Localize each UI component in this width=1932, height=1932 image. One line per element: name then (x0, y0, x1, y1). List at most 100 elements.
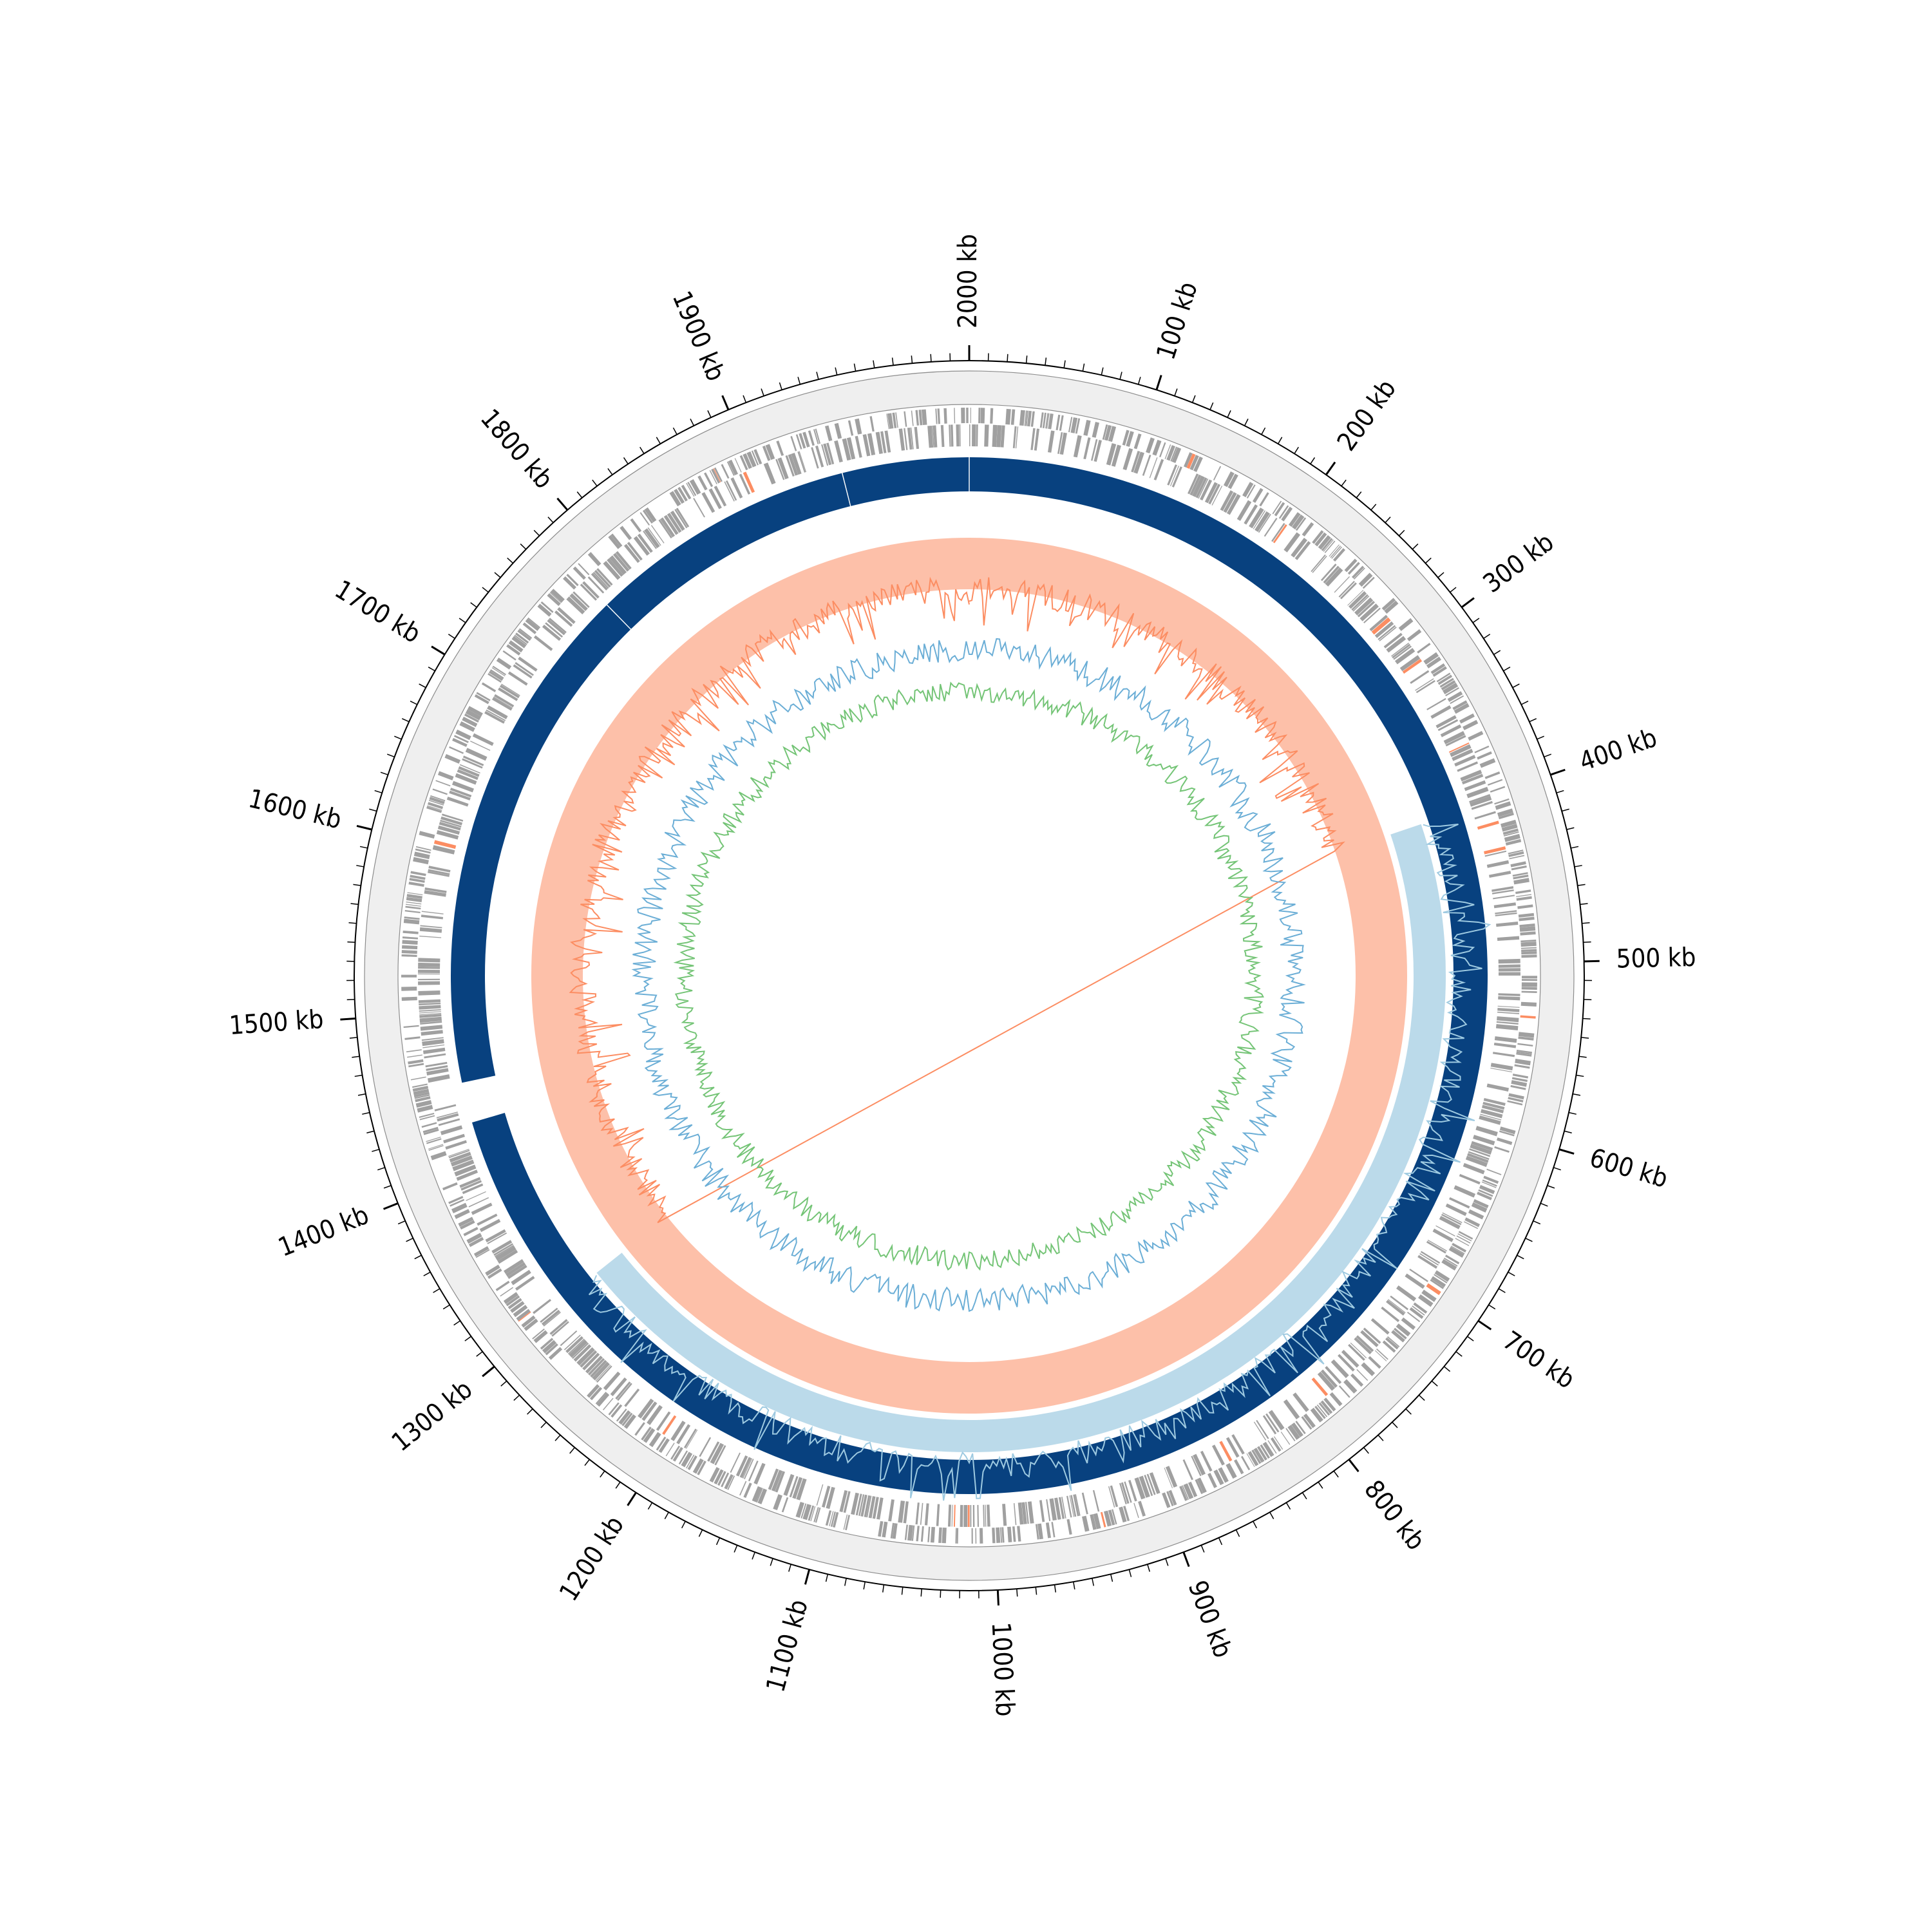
gene-feature (1274, 502, 1285, 516)
gene-feature (401, 954, 417, 957)
gene-feature (1046, 413, 1050, 429)
gene-feature (1498, 958, 1520, 964)
gene-feature (1211, 1444, 1225, 1466)
minor-tick (414, 1255, 422, 1260)
minor-tick (1392, 1421, 1398, 1428)
minor-tick (419, 683, 426, 688)
gene-feature (1347, 589, 1364, 606)
gene-feature (487, 1232, 507, 1244)
minor-tick (1333, 1470, 1339, 1478)
gene-feature (943, 408, 947, 424)
minor-tick (406, 1238, 413, 1242)
gene-feature (1470, 795, 1492, 807)
gene-feature (1356, 1335, 1374, 1352)
minor-tick (1405, 1408, 1412, 1415)
gene-feature (643, 1428, 656, 1443)
major-tick (804, 1569, 811, 1585)
gene-feature (518, 656, 538, 672)
gene-feature (419, 1115, 435, 1121)
gene-feature (630, 518, 642, 533)
gene-feature (771, 1470, 783, 1492)
gene-feature (886, 413, 889, 430)
minor-tick (681, 1520, 686, 1529)
gene-feature (1486, 1083, 1510, 1092)
gene-feature (1283, 532, 1301, 553)
axis-label: 400 kb (1576, 723, 1661, 777)
gene-feature (603, 560, 621, 580)
gene-feature (1498, 996, 1520, 1001)
gene-feature (1255, 511, 1270, 533)
gene-feature (1240, 1455, 1251, 1470)
gene-feature (710, 1443, 724, 1464)
gene-feature (992, 1528, 996, 1544)
gene-feature (867, 433, 876, 456)
gene-feature (402, 940, 418, 945)
gene-feature (721, 464, 730, 479)
gene-feature (799, 433, 806, 449)
gene-feature (407, 1054, 422, 1058)
gene-feature (468, 1236, 484, 1247)
minor-tick (1529, 718, 1537, 723)
gene-feature (1323, 539, 1334, 552)
gene-feature (1486, 860, 1510, 868)
gene-feature (637, 533, 653, 553)
gene-feature (1287, 1425, 1300, 1440)
gc-content-above-line (631, 638, 1306, 1312)
gene-feature (658, 1438, 670, 1454)
gene-feature (670, 1420, 686, 1441)
gene-feature (1165, 1466, 1178, 1488)
gene-feature (1504, 833, 1520, 842)
gene-feature (1517, 1043, 1533, 1046)
gene-feature (892, 1523, 898, 1539)
minor-tick (366, 1130, 375, 1133)
gene-feature (1501, 819, 1517, 828)
gene-feature (717, 1471, 726, 1486)
gene-feature (462, 1183, 484, 1195)
major-tick (431, 645, 446, 656)
gene-feature (826, 442, 835, 465)
gene-feature (1469, 793, 1491, 803)
minor-tick (1147, 1564, 1150, 1572)
gene-feature (1121, 1482, 1130, 1504)
gene-feature (1170, 446, 1178, 462)
minor-tick (707, 410, 712, 418)
gene-feature (1019, 410, 1025, 426)
gene-feature (421, 1122, 437, 1128)
gene-feature (1273, 1436, 1283, 1450)
gene-feature (503, 1292, 518, 1304)
gene-feature (595, 1392, 607, 1405)
gene-feature (1081, 1492, 1088, 1515)
gene-feature (1440, 724, 1462, 737)
gene-feature (1382, 1340, 1396, 1353)
gene-feature (1357, 600, 1376, 618)
gene-feature (412, 1085, 429, 1092)
gene-feature (443, 1133, 465, 1144)
axis-label: 1400 kb (274, 1200, 373, 1263)
minor-tick (1472, 618, 1480, 623)
gene-feature (507, 1298, 522, 1310)
gene-feature (752, 1486, 762, 1502)
gene-feature (1013, 1502, 1017, 1525)
gene-feature (1106, 443, 1117, 466)
minor-tick (369, 808, 377, 812)
gene-feature (549, 618, 567, 634)
gene-feature (557, 607, 576, 624)
gene-feature (1458, 1231, 1473, 1240)
minor-tick (715, 1537, 721, 1546)
gene-feature (1520, 942, 1537, 947)
minor-tick (1581, 1037, 1589, 1039)
gene-feature (1516, 1050, 1533, 1054)
minor-tick (1378, 1434, 1384, 1441)
major-tick (1558, 1148, 1575, 1155)
gene-feature (1463, 1221, 1479, 1229)
gene-feature (1426, 1283, 1441, 1295)
gene-feature (590, 1359, 607, 1378)
gene-feature (471, 1202, 493, 1215)
gene-feature (1406, 1311, 1421, 1322)
gene-feature (1394, 1327, 1407, 1340)
gene-feature (1223, 471, 1235, 488)
gene-feature (1391, 642, 1410, 657)
minor-tick (453, 1320, 460, 1326)
gene-feature (1417, 1255, 1438, 1269)
gene-feature (950, 424, 954, 447)
